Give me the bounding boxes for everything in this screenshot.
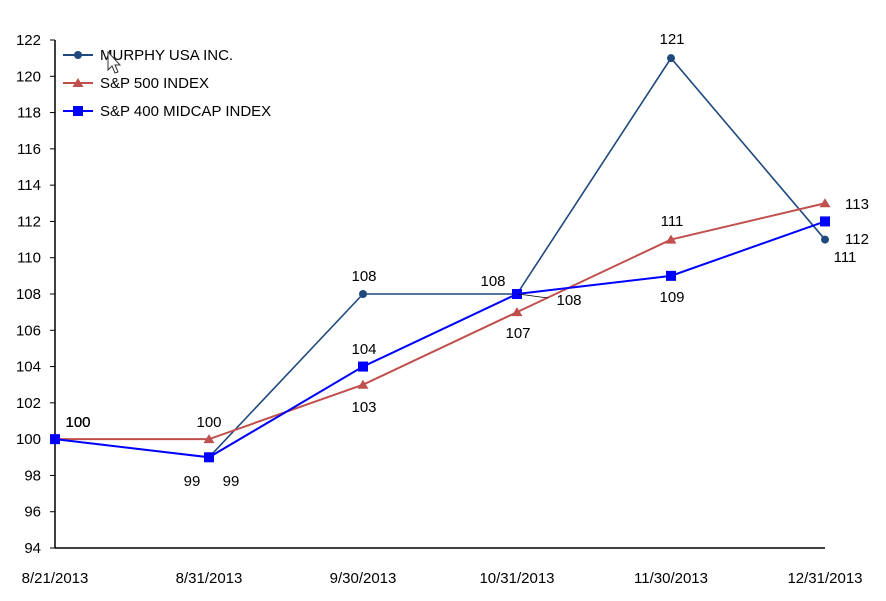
data-label: 108 (556, 292, 581, 309)
square-marker-icon (50, 434, 60, 445)
circle-marker-icon (359, 290, 367, 298)
y-tick-label: 96 (24, 504, 41, 521)
x-axis: 8/21/2013 8/31/2013 9/30/2013 10/31/2013 11/… (22, 547, 863, 587)
data-label: 99 (184, 473, 201, 490)
y-axis: 94 96 98 100 102 104 106 108 110 112 114 116 118 120 1… (16, 32, 56, 557)
legend-label: S&P 400 MIDCAP INDEX (100, 103, 271, 120)
legend: MURPHY USA INC. S&P 500 INDEX S&P 400 MIDC… (63, 47, 271, 120)
data-label: 109 (659, 289, 684, 306)
y-tick-label: 120 (16, 68, 41, 85)
series-group (49, 54, 831, 463)
y-tick-label: 110 (17, 250, 41, 267)
triangle-marker-icon (72, 78, 84, 87)
y-tick-label: 98 (24, 467, 41, 484)
x-tick-label: 10/31/2013 (479, 570, 554, 587)
series-line (54, 220, 826, 459)
y-tick-label: 100 (16, 431, 41, 448)
triangle-marker-icon (665, 234, 677, 244)
square-marker-icon (358, 361, 368, 372)
x-tick-label: 9/30/2013 (330, 570, 397, 587)
square-marker-icon (73, 106, 83, 116)
triangle-marker-icon (819, 198, 831, 208)
square-marker-icon (820, 216, 830, 227)
legend-label: MURPHY USA INC. (100, 47, 233, 64)
data-label: 100 (65, 414, 90, 431)
y-tick-label: 106 (16, 322, 41, 339)
data-label: 121 (659, 31, 684, 48)
y-tick-label: 112 (17, 213, 41, 230)
mouse-cursor-icon (107, 50, 122, 74)
data-label: 108 (351, 268, 376, 285)
data-label: 112 (845, 231, 869, 248)
x-tick-label: 12/31/2013 (787, 570, 862, 587)
triangle-marker-icon (357, 379, 369, 389)
data-label: 100 (65, 414, 90, 431)
legend-label: S&P 500 INDEX (100, 75, 209, 92)
data-label: 100 (196, 414, 221, 431)
y-tick-label: 114 (17, 177, 41, 194)
data-label: 103 (351, 399, 376, 416)
square-marker-icon (666, 270, 676, 281)
y-tick-label: 102 (16, 395, 41, 412)
circle-marker-icon (74, 51, 82, 59)
x-tick-label: 11/30/2013 (634, 570, 708, 587)
data-label: 111 (834, 249, 857, 266)
data-label: 108 (480, 273, 505, 290)
data-label: 107 (505, 325, 530, 342)
square-marker-icon (512, 289, 522, 299)
x-tick-label: 8/21/2013 (22, 570, 89, 587)
y-tick-label: 118 (17, 105, 41, 122)
y-tick-label: 94 (24, 540, 41, 557)
data-label: 104 (351, 341, 376, 358)
y-tick-label: 116 (17, 141, 41, 158)
y-tick-label: 122 (16, 32, 41, 49)
y-tick-label: 104 (16, 359, 41, 376)
triangle-marker-icon (511, 307, 523, 317)
triangle-marker-icon (203, 434, 215, 444)
series-line (55, 202, 826, 441)
circle-marker-icon (667, 54, 675, 63)
x-tick-label: 8/31/2013 (176, 570, 243, 587)
data-label: 111 (661, 213, 684, 230)
circle-marker-icon (821, 235, 829, 244)
leader-line (517, 293, 549, 299)
square-marker-icon (204, 452, 214, 463)
data-label: 99 (223, 473, 240, 490)
y-tick-label: 108 (16, 286, 41, 303)
data-label: 113 (845, 196, 869, 213)
data-label: 100 (65, 414, 90, 431)
